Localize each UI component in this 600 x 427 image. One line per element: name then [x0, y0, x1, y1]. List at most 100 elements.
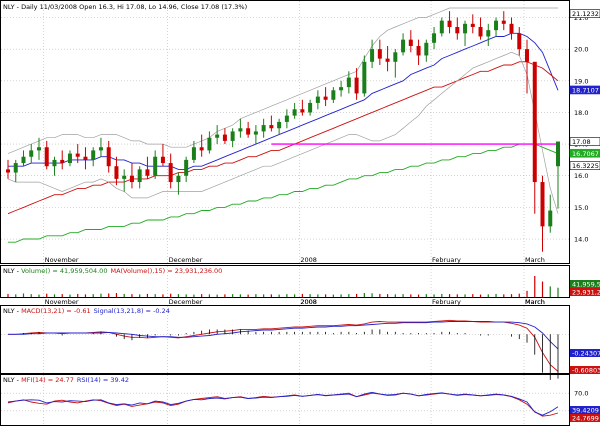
candle-body [447, 20, 452, 27]
price-tag: 16.3225 [572, 162, 599, 170]
volume-bar [294, 294, 296, 297]
volume-bar [22, 293, 25, 297]
volume-x-label: November [45, 298, 79, 306]
volume-x-label: 2008 [300, 298, 317, 306]
volume-bar [340, 294, 342, 297]
volume-bar [379, 293, 381, 297]
candle-body [230, 131, 235, 141]
ma-red-line [7, 61, 559, 215]
candle-body [168, 163, 173, 183]
rsi-line [7, 391, 559, 416]
macd-label: MACD(13,21) = -0.61 [21, 307, 91, 315]
volume-bar [131, 294, 133, 297]
candle-body [145, 169, 150, 176]
macd-panel [0, 305, 570, 374]
candle-body [253, 131, 258, 135]
volume-bar [232, 294, 234, 297]
candle-body [432, 33, 437, 43]
volume-bar [177, 294, 180, 297]
volume-bar [193, 294, 195, 297]
candle-body [91, 150, 96, 160]
candle-body [98, 147, 103, 151]
volume-bar [355, 293, 358, 297]
volume-bar [162, 294, 164, 297]
volume-bar [154, 294, 156, 297]
candle-body [36, 147, 41, 151]
volume-x-label: December [169, 298, 203, 306]
volume-bar [84, 294, 87, 297]
candle-body [137, 169, 142, 183]
candle-body [346, 77, 351, 88]
volume-bar [518, 293, 520, 297]
price-tag: 21.1232 [572, 10, 599, 18]
volume-bar [7, 293, 9, 297]
price-axis-tick: 15.0 [574, 204, 588, 212]
volume-bar [77, 293, 79, 297]
candle-body [424, 42, 429, 56]
candle-body [385, 58, 390, 62]
candle-body [222, 134, 227, 141]
volume-bar [115, 293, 118, 297]
osc-tag: 39.4209 [572, 407, 599, 415]
volume-bar [425, 294, 427, 297]
macd-prefix: NLY - [3, 307, 21, 315]
volume-tag: 41,959,504 [572, 281, 600, 289]
candle-body [501, 20, 506, 24]
volume-bar [263, 294, 265, 297]
candle-body [463, 23, 468, 34]
candle-body [408, 39, 413, 46]
volume-label: Volume() = 41,959,504.00 [21, 267, 107, 275]
price-tag: 18.7107 [572, 86, 599, 94]
volume-bar [270, 294, 272, 297]
candle-body [29, 150, 34, 157]
volume-ma-label: MA(Volume(),15) = 23,931,236.00 [110, 267, 222, 275]
macd-signal-line [8, 321, 559, 350]
candle-body [215, 134, 220, 138]
volume-bar [487, 294, 489, 297]
candle-body [300, 109, 305, 113]
candle-body [478, 26, 483, 37]
volume-bar [30, 294, 32, 297]
price-axis-tick: 18.0 [574, 109, 588, 117]
candle-body [339, 87, 344, 91]
volume-bar [201, 294, 203, 297]
volume-x-label: February [432, 298, 461, 306]
volume-bar [92, 294, 94, 297]
volume-bar [108, 293, 110, 297]
volume-bar [255, 294, 257, 297]
price-x-label: November [45, 256, 79, 264]
volume-bar [123, 293, 125, 297]
mfi-header: NLY - MFI(14) = 24.77 RSI(14) = 39.42 [3, 376, 129, 384]
volume-bar [301, 293, 303, 297]
volume-bar [239, 294, 241, 297]
volume-bar [510, 294, 513, 297]
candle-body [416, 45, 421, 56]
price-x-label: December [169, 256, 203, 264]
price-x-label: February [432, 256, 461, 264]
candle-body [292, 109, 297, 116]
candle-body [52, 159, 57, 167]
osc-tag-box [570, 406, 600, 414]
volume-bar [325, 294, 327, 297]
volume-bar [208, 294, 211, 297]
volume-bar [247, 294, 249, 297]
volume-bar [526, 290, 528, 297]
volume-bar [549, 286, 551, 297]
candle-body [160, 156, 165, 164]
price-axis-tick: 14.0 [574, 236, 588, 244]
candle-body [199, 147, 204, 151]
candle-body [238, 128, 243, 132]
candle-body [362, 61, 367, 94]
volume-bar [417, 294, 420, 297]
volume-bar [69, 294, 71, 297]
macd-x-label: 2008 [300, 298, 317, 306]
osc-axis-tick: 70.0 [574, 390, 588, 398]
volume-bar [472, 294, 474, 297]
macd-tag-box [570, 349, 600, 357]
volume-x-label: March [525, 298, 545, 306]
macd-tag: -0.608034 [572, 367, 600, 375]
band-upper-line [7, 7, 558, 154]
candle-body [439, 20, 444, 34]
price-axis-tick: 19.0 [574, 77, 588, 85]
candle-body [470, 23, 475, 27]
